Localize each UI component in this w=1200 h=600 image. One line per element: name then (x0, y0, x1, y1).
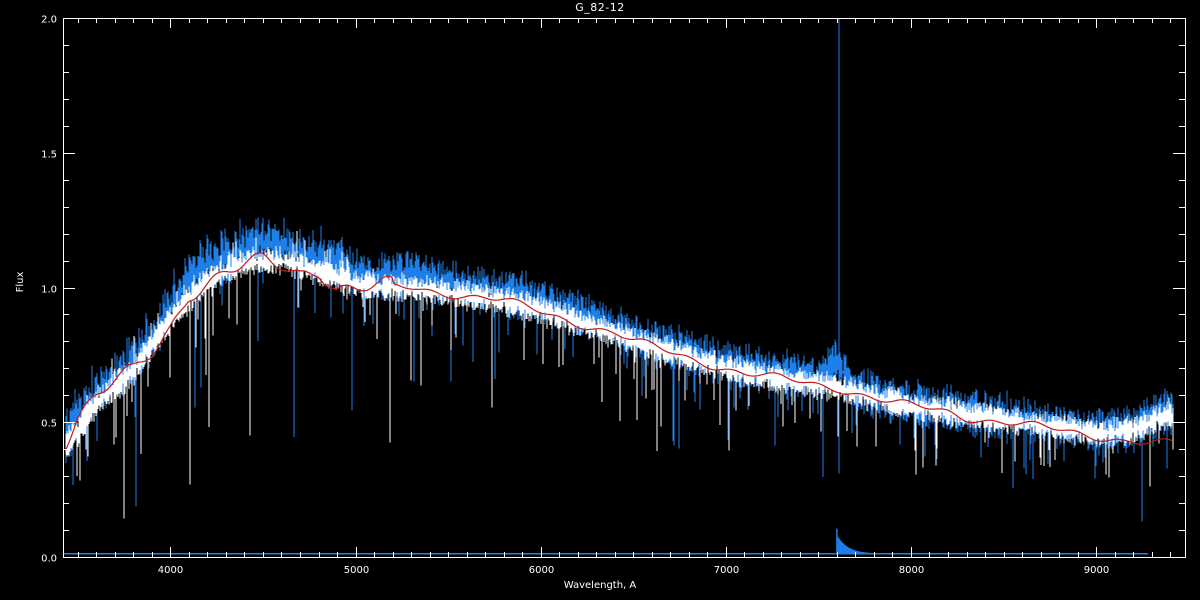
x-tick-label: 6000 (529, 565, 554, 576)
x-axis-label: Wavelength, A (563, 580, 637, 591)
series-layer (63, 18, 1174, 555)
y-tick-label: 0.5 (41, 419, 57, 430)
series-continuum-fit-red (65, 252, 1173, 450)
y-tick-label: 2.0 (41, 15, 57, 26)
y-tick-label: 1.0 (41, 285, 57, 296)
y-tick-label: 0.0 (41, 554, 57, 565)
x-tick-label: 9000 (1084, 565, 1109, 576)
x-tick-label: 4000 (158, 565, 183, 576)
plot-title: G_82-12 (575, 1, 625, 14)
series-sky-background-baseline (63, 528, 1148, 555)
x-tick-label: 5000 (344, 565, 369, 576)
plot-frame (63, 18, 1186, 558)
x-tick-label: 7000 (714, 565, 739, 576)
axes-layer: 4000 5000 6000 7000 8000 9000 0.0 0.5 1.0 1.5 2.0 (41, 15, 1186, 576)
y-tick-label: 1.5 (41, 150, 57, 161)
x-tick-label: 8000 (899, 565, 924, 576)
series-model-spectrum-white (65, 231, 1174, 519)
